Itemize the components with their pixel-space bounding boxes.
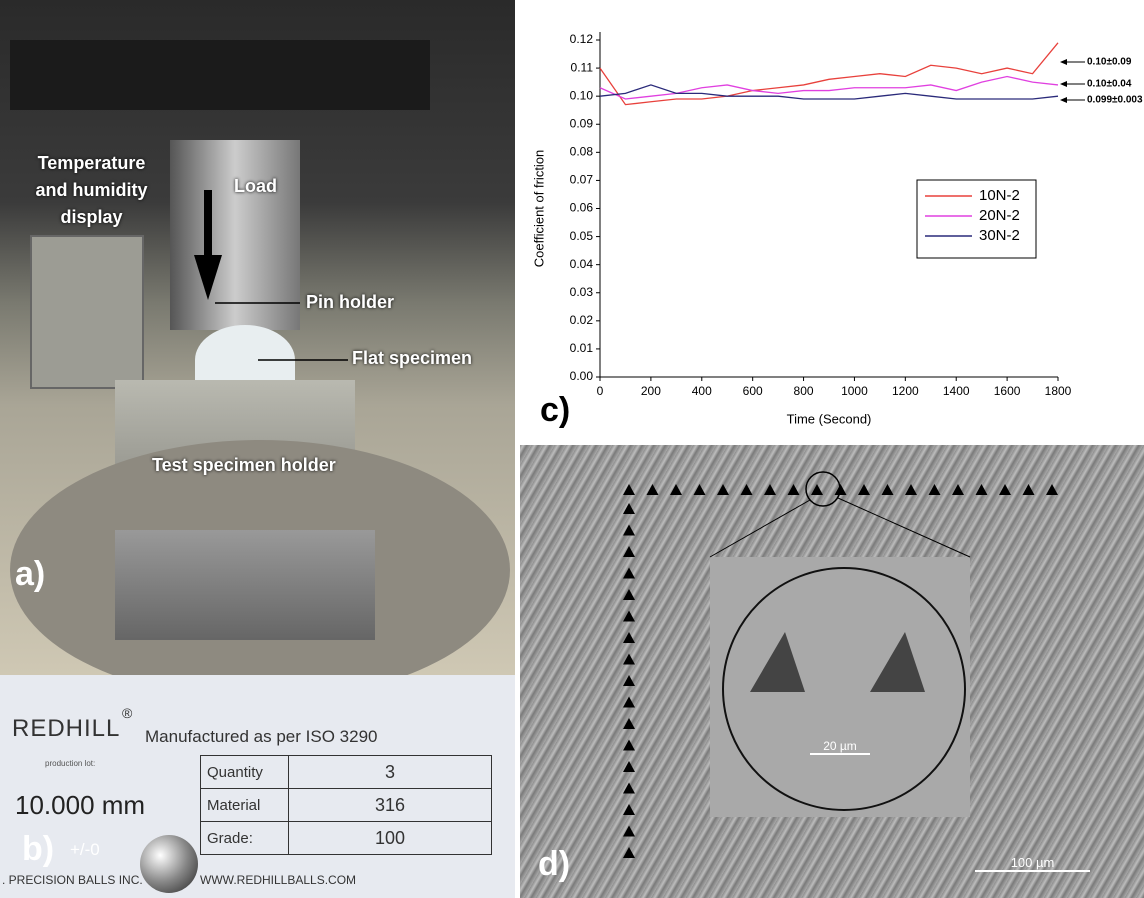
- legend-label: 20N-2: [979, 207, 1020, 224]
- indent-mark: [623, 697, 635, 708]
- x-tick-label: 400: [692, 384, 712, 398]
- y-tick-label: 0.02: [570, 313, 594, 327]
- load-arrow-head: [194, 255, 222, 300]
- y-tick-label: 0.08: [570, 145, 594, 159]
- x-tick-label: 1000: [841, 384, 868, 398]
- x-tick-label: 0: [597, 384, 604, 398]
- indent-mark: [952, 484, 964, 495]
- y-tick-label: 0.00: [570, 369, 594, 383]
- x-tick-label: 1200: [892, 384, 919, 398]
- indent-mark: [764, 484, 776, 495]
- indent-mark: [1023, 484, 1035, 495]
- series-line: [600, 43, 1058, 105]
- y-tick-label: 0.10: [570, 88, 594, 102]
- x-axis-title: Time (Second): [787, 411, 872, 426]
- annotation-arrowhead: [1060, 59, 1067, 65]
- indent-mark: [623, 568, 635, 579]
- indent-mark: [623, 847, 635, 858]
- indent-mark: [623, 503, 635, 514]
- annotation: 0.10±0.09: [1087, 57, 1132, 68]
- indent-mark: [811, 484, 823, 495]
- indent-mark: [694, 484, 706, 495]
- indent-mark: [623, 589, 635, 600]
- indent-mark: [647, 484, 659, 495]
- indent-mark: [976, 484, 988, 495]
- indent-mark: [623, 484, 635, 495]
- y-tick-label: 0.09: [570, 116, 594, 130]
- zoom-line: [710, 500, 810, 557]
- indent-mark: [623, 761, 635, 772]
- indent-mark: [882, 484, 894, 495]
- y-tick-label: 0.04: [570, 257, 594, 271]
- x-tick-label: 200: [641, 384, 661, 398]
- indent-mark: [929, 484, 941, 495]
- series-line: [600, 85, 1058, 99]
- panel-label: c): [540, 391, 570, 429]
- legend-label: 10N-2: [979, 187, 1020, 204]
- y-tick-label: 0.12: [570, 32, 594, 46]
- y-tick-label: 0.03: [570, 285, 594, 299]
- indent-mark: [623, 654, 635, 665]
- x-tick-label: 1600: [994, 384, 1021, 398]
- annotation-arrowhead: [1060, 81, 1067, 87]
- y-tick-label: 0.01: [570, 341, 594, 355]
- page: Temperature and humidity display Load Pi…: [0, 0, 1144, 898]
- x-tick-label: 1800: [1045, 384, 1072, 398]
- annotation: 0.099±0.003: [1087, 95, 1143, 106]
- indent-mark: [905, 484, 917, 495]
- y-tick-label: 0.11: [571, 60, 594, 74]
- indent-mark: [623, 632, 635, 643]
- indent-mark: [623, 804, 635, 815]
- annotation-arrowhead: [1060, 97, 1067, 103]
- indent-mark: [623, 826, 635, 837]
- y-tick-label: 0.06: [570, 201, 594, 215]
- indent-mark: [623, 718, 635, 729]
- indent-mark: [623, 740, 635, 751]
- y-tick-label: 0.05: [570, 229, 594, 243]
- annotation: 0.10±0.04: [1087, 79, 1132, 90]
- legend-label: 30N-2: [979, 227, 1020, 244]
- indent-mark: [999, 484, 1011, 495]
- indent-mark: [623, 525, 635, 536]
- indent-mark: [623, 611, 635, 622]
- x-tick-label: 600: [743, 384, 763, 398]
- figure-overlay: 0.00 0.01 0.02 0.03 0.04 0.05 0.06 0.07 0.08 0.09…: [0, 0, 1144, 898]
- indent-mark: [623, 675, 635, 686]
- indent-mark: [623, 546, 635, 557]
- x-tick-label: 1400: [943, 384, 970, 398]
- y-axis-title: Coefficient of friction: [531, 150, 546, 268]
- indent-mark: [670, 484, 682, 495]
- zoom-circle: [806, 472, 840, 506]
- y-tick-label: 0.07: [570, 173, 594, 187]
- indent-mark: [717, 484, 729, 495]
- indent-mark: [858, 484, 870, 495]
- x-tick-label: 800: [794, 384, 814, 398]
- indent-mark: [1046, 484, 1058, 495]
- indent-mark: [741, 484, 753, 495]
- indent-mark: [623, 783, 635, 794]
- indent-mark: [788, 484, 800, 495]
- zoom-line: [838, 498, 970, 557]
